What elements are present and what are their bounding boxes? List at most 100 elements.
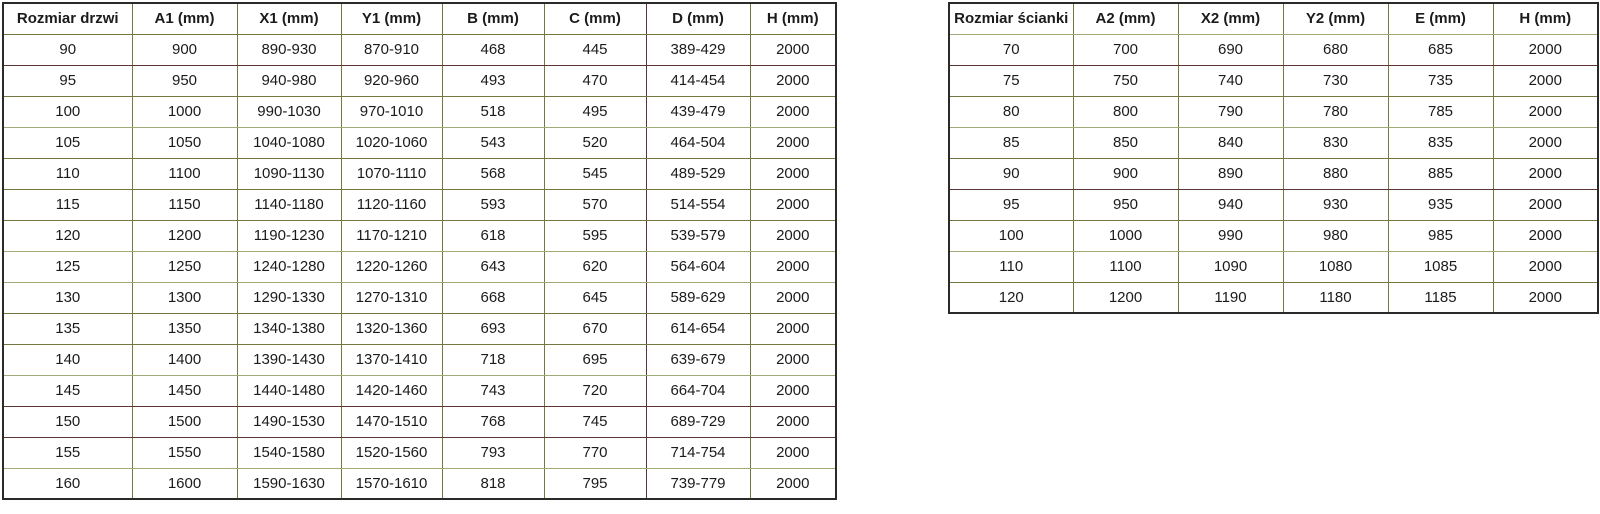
column-header: A1 (mm) [132, 3, 238, 35]
table-cell: 2000 [1528, 288, 1562, 306]
table-row: 95 950 940-980 920-960 493 470 414-454 2000 [3, 65, 836, 97]
table-cell: 740 [1178, 65, 1284, 97]
table-cell: 668 [442, 282, 545, 314]
table-cell: 1420-1460 [341, 375, 443, 407]
table-cell: 840 [1178, 127, 1284, 159]
table-cell: 745 [544, 406, 647, 438]
table-cell: 2000 [750, 344, 836, 376]
table-cell: 2000 [1493, 34, 1598, 66]
table-cell: 2000 [750, 220, 836, 252]
table-cell: 950 [1073, 189, 1179, 221]
table-cell: 689-729 [646, 406, 751, 438]
table-cell: 664-704 [646, 375, 751, 407]
table-cell: 2000 [750, 437, 836, 469]
table-cell: 2000 [750, 406, 836, 438]
table-cell: 489-529 [646, 158, 751, 190]
column-header: H (mm) [750, 3, 836, 35]
table-cell: 470 [544, 65, 647, 97]
table-cell: 105 [3, 127, 133, 159]
table-cell: 1440-1480 [237, 375, 342, 407]
table-cell: 890-930 [237, 34, 342, 66]
table-cell: 750 [1073, 65, 1179, 97]
table-cell: 595 [544, 220, 647, 252]
table-row: 120 1200 1190 1180 1185 2000 [949, 282, 1598, 313]
table-cell: 570 [544, 189, 647, 221]
table-cell: 493 [442, 65, 545, 97]
table-cell: 593 [442, 189, 545, 221]
table-row: 75 750 740 730 735 2000 [949, 65, 1598, 97]
table-cell: 880 [1283, 158, 1389, 190]
table-cell: 1170-1210 [341, 220, 443, 252]
table-cell: 539-579 [646, 220, 751, 252]
table-cell: 2000 [1493, 251, 1598, 283]
table-cell: 835 [1388, 127, 1494, 159]
table-cell: 545 [544, 158, 647, 190]
column-header: X1 (mm) [237, 3, 342, 35]
table-cell: 2000 [1493, 96, 1598, 128]
table-cell: 2000 [750, 158, 836, 190]
table-cell: 2000 [1493, 220, 1598, 252]
table-cell: 1090 [1178, 251, 1284, 283]
table-row: 135 1350 1340-1380 1320-1360 693 670 614-654 20… [3, 313, 836, 345]
table-cell: 414-454 [646, 65, 751, 97]
table-cell: 980 [1283, 220, 1389, 252]
table-cell: 120 [949, 282, 1074, 313]
table-cell: 990 [1178, 220, 1284, 252]
table-cell: 1220-1260 [341, 251, 443, 283]
table-cell: 1100 [1073, 251, 1179, 283]
table-cell: 1270-1310 [341, 282, 443, 314]
table-cell: 95 [949, 189, 1074, 221]
table-cell: 1000 [132, 96, 238, 128]
table-cell: 90 [949, 158, 1074, 190]
table-row: 100 1000 990-1030 970-1010 518 495 439-479 2000 [3, 96, 836, 128]
table-cell: 1090-1130 [237, 158, 342, 190]
table-cell: 768 [442, 406, 545, 438]
table-row: 70 700 690 680 685 2000 [949, 34, 1598, 66]
table-row: 145 1450 1440-1480 1420-1460 743 720 664-704 20… [3, 375, 836, 407]
table-cell: 1085 [1388, 251, 1494, 283]
table-cell: 645 [544, 282, 647, 314]
table-cell: 1100 [132, 158, 238, 190]
table-cell: 743 [442, 375, 545, 407]
table-cell: 900 [132, 34, 238, 66]
table-cell: 720 [544, 375, 647, 407]
table-cell: 1080 [1283, 251, 1389, 283]
table-cell: 2000 [750, 127, 836, 159]
table-cell: 735 [1388, 65, 1494, 97]
table-cell: 495 [544, 96, 647, 128]
table-cell: 1590-1630 [237, 468, 342, 499]
table-row: 150 1500 1490-1530 1470-1510 768 745 689-729 20… [3, 406, 836, 438]
table-cell: 790 [1178, 96, 1284, 128]
table-cell: 1300 [132, 282, 238, 314]
column-header: A2 (mm) [1073, 3, 1179, 35]
table-row: 160 1600 1590-1630 1570-1610 818 795 739-779 20… [3, 468, 836, 499]
table-cell: 793 [442, 437, 545, 469]
table-row: 80 800 790 780 785 2000 [949, 96, 1598, 128]
table-cell: 589-629 [646, 282, 751, 314]
door-table-body: 90 900 890-930 870-910 468 445 389-429 2000 95 95… [3, 34, 836, 499]
table-row: 100 1000 990 980 985 2000 [949, 220, 1598, 252]
table-cell: 2000 [750, 65, 836, 97]
table-cell: 70 [949, 34, 1074, 66]
table-cell: 940-980 [237, 65, 342, 97]
table-cell: 125 [3, 251, 133, 283]
table-cell: 120 [3, 220, 133, 252]
table-cell: 830 [1283, 127, 1389, 159]
table-cell: 1350 [132, 313, 238, 345]
table-row: 120 1200 1190-1230 1170-1210 618 595 539-579 20… [3, 220, 836, 252]
table-row: 85 850 840 830 835 2000 [949, 127, 1598, 159]
table-cell: 730 [1283, 65, 1389, 97]
table-row: 155 1550 1540-1580 1520-1560 793 770 714-754 20… [3, 437, 836, 469]
table-cell: 1340-1380 [237, 313, 342, 345]
table-cell: 90 [3, 34, 133, 66]
table-cell: 940 [1178, 189, 1284, 221]
table-cell: 2000 [750, 96, 836, 128]
table-cell: 110 [3, 158, 133, 190]
table-cell: 2000 [1493, 158, 1598, 190]
column-header: B (mm) [442, 3, 545, 35]
table-cell: 1550 [132, 437, 238, 469]
table-cell: 1120-1160 [341, 189, 443, 221]
table-cell: 1250 [132, 251, 238, 283]
table-cell: 2000 [776, 474, 810, 492]
